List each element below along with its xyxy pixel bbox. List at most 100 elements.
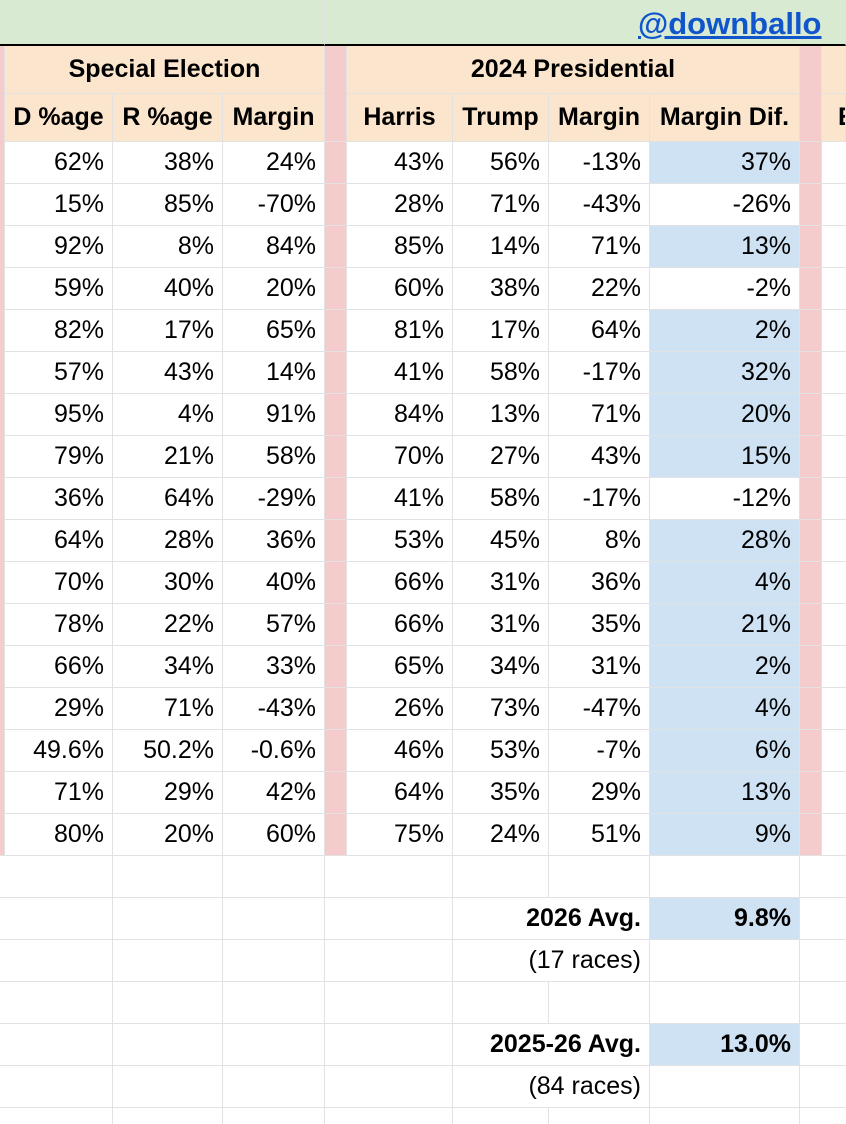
column-header: Harris — [347, 94, 453, 142]
data-cell: 27% — [453, 436, 549, 478]
data-cell: 20% — [113, 814, 223, 856]
empty-cell — [0, 940, 113, 982]
data-cell: 57% — [5, 352, 113, 394]
empty-cell — [325, 940, 453, 982]
data-cell: 36% — [223, 520, 325, 562]
empty-cell — [800, 1108, 846, 1124]
spacer — [325, 604, 347, 646]
data-cell: -7% — [549, 730, 650, 772]
empty-cell — [453, 1108, 549, 1124]
spacer — [800, 562, 822, 604]
empty-cell — [113, 982, 223, 1024]
spacer — [800, 268, 822, 310]
data-cell: 17% — [113, 310, 223, 352]
data-cell — [822, 268, 846, 310]
data-cell: 24% — [223, 142, 325, 184]
data-cell: 8% — [113, 226, 223, 268]
spacer — [800, 520, 822, 562]
data-cell — [822, 310, 846, 352]
spacer — [325, 352, 347, 394]
empty-cell — [650, 856, 800, 898]
data-cell: 53% — [347, 520, 453, 562]
empty-cell — [223, 940, 325, 982]
data-cell: 32% — [650, 352, 800, 394]
data-cell: 71% — [549, 394, 650, 436]
spacer — [325, 268, 347, 310]
data-cell: 24% — [453, 814, 549, 856]
top-cell — [0, 0, 325, 46]
empty-cell — [0, 1024, 113, 1066]
data-cell: 22% — [549, 268, 650, 310]
empty-cell — [325, 982, 453, 1024]
column-header: R %age — [113, 94, 223, 142]
data-cell: 51% — [549, 814, 650, 856]
spacer — [325, 562, 347, 604]
data-cell: 66% — [347, 562, 453, 604]
empty-cell — [800, 982, 846, 1024]
spacer — [325, 688, 347, 730]
empty-cell — [223, 1024, 325, 1066]
empty-cell — [650, 940, 800, 982]
data-cell: 70% — [347, 436, 453, 478]
data-cell — [822, 226, 846, 268]
data-cell: 29% — [549, 772, 650, 814]
data-cell — [822, 688, 846, 730]
data-cell: 35% — [549, 604, 650, 646]
data-cell — [822, 520, 846, 562]
column-header: Trump — [453, 94, 549, 142]
data-cell: -13% — [549, 142, 650, 184]
data-cell: 14% — [453, 226, 549, 268]
data-cell: 31% — [453, 604, 549, 646]
link[interactable]: @downballo — [638, 6, 822, 41]
data-cell: 60% — [223, 814, 325, 856]
spacer — [800, 310, 822, 352]
summary-label: 2025-26 Avg. — [453, 1024, 650, 1066]
spacer — [325, 310, 347, 352]
empty-cell — [113, 898, 223, 940]
spacer — [325, 46, 347, 142]
spacer — [325, 226, 347, 268]
data-cell: -12% — [650, 478, 800, 520]
data-cell: -26% — [650, 184, 800, 226]
data-cell: 43% — [347, 142, 453, 184]
data-cell: 41% — [347, 478, 453, 520]
data-cell: 4% — [113, 394, 223, 436]
data-cell: 70% — [5, 562, 113, 604]
empty-cell — [453, 982, 549, 1024]
data-cell — [822, 646, 846, 688]
data-cell: 13% — [453, 394, 549, 436]
column-header: Margin — [549, 94, 650, 142]
data-cell — [822, 352, 846, 394]
data-cell: 29% — [5, 688, 113, 730]
data-cell: -47% — [549, 688, 650, 730]
empty-cell — [0, 898, 113, 940]
data-cell: 71% — [453, 184, 549, 226]
data-cell: 75% — [347, 814, 453, 856]
data-cell: 43% — [113, 352, 223, 394]
group-header: Special Election — [5, 46, 325, 94]
data-cell — [822, 394, 846, 436]
empty-cell — [800, 1024, 846, 1066]
summary-value: 9.8% — [650, 898, 800, 940]
data-cell: -70% — [223, 184, 325, 226]
column-header: Margin — [223, 94, 325, 142]
data-cell: 2% — [650, 646, 800, 688]
data-cell: 60% — [347, 268, 453, 310]
group-header: 2024 Presidential — [347, 46, 800, 94]
empty-cell — [113, 1108, 223, 1124]
data-cell: 81% — [347, 310, 453, 352]
data-cell: 22% — [113, 604, 223, 646]
data-cell: 84% — [223, 226, 325, 268]
data-cell: 49.6% — [5, 730, 113, 772]
empty-cell — [113, 856, 223, 898]
column-header: D %age — [5, 94, 113, 142]
data-cell: 33% — [223, 646, 325, 688]
empty-cell — [549, 982, 650, 1024]
data-cell: 41% — [347, 352, 453, 394]
data-cell: 28% — [347, 184, 453, 226]
data-cell: 92% — [5, 226, 113, 268]
data-cell: 64% — [113, 478, 223, 520]
data-cell: 6% — [650, 730, 800, 772]
data-cell: 84% — [347, 394, 453, 436]
